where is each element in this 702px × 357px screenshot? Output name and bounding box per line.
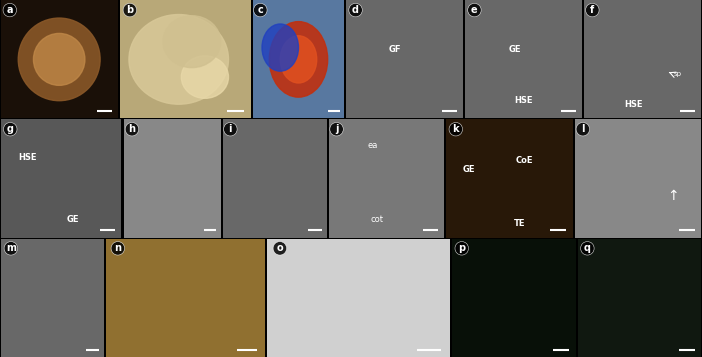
Text: k: k — [453, 124, 459, 134]
Text: cot: cot — [371, 215, 384, 224]
Text: m: m — [6, 243, 16, 253]
Text: GF: GF — [389, 45, 402, 54]
Text: h: h — [128, 124, 135, 134]
Text: GE: GE — [463, 165, 475, 174]
Text: HSE: HSE — [515, 96, 533, 105]
Text: c: c — [258, 5, 263, 15]
Text: p: p — [458, 243, 465, 253]
Text: e: e — [471, 5, 478, 15]
Text: i: i — [229, 124, 232, 134]
Text: a: a — [6, 5, 13, 15]
Text: ea: ea — [368, 141, 378, 150]
Text: HSE: HSE — [624, 100, 643, 109]
Text: GE: GE — [508, 45, 521, 54]
Text: j: j — [335, 124, 338, 134]
Text: g: g — [7, 124, 14, 134]
Ellipse shape — [262, 24, 298, 71]
Text: GE: GE — [67, 215, 79, 224]
Text: q: q — [584, 243, 591, 253]
Ellipse shape — [270, 22, 328, 97]
Ellipse shape — [181, 56, 228, 98]
Text: d: d — [352, 5, 359, 15]
Text: o: o — [277, 243, 283, 253]
Text: b: b — [126, 5, 133, 15]
Text: l: l — [581, 124, 585, 134]
Text: ↑: ↑ — [668, 189, 680, 203]
Ellipse shape — [280, 36, 317, 83]
Ellipse shape — [163, 16, 220, 67]
Text: sp: sp — [674, 71, 682, 76]
Ellipse shape — [129, 15, 228, 104]
Text: TE: TE — [514, 219, 525, 228]
Ellipse shape — [18, 18, 100, 101]
Ellipse shape — [34, 34, 85, 85]
Text: CoE: CoE — [516, 156, 534, 165]
Text: f: f — [590, 5, 595, 15]
Text: n: n — [114, 243, 121, 253]
Text: HSE: HSE — [18, 153, 37, 162]
